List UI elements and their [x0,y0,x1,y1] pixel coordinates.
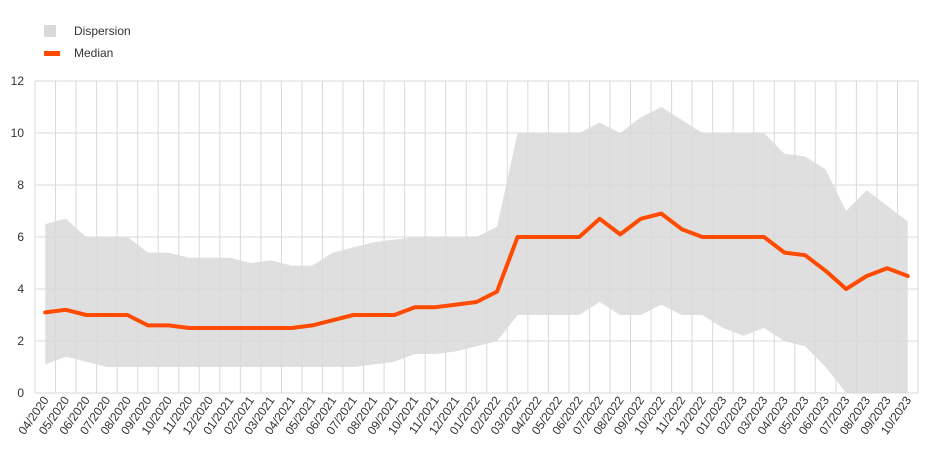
median-point [207,326,212,330]
median-point [597,217,602,221]
median-point [413,305,417,310]
median-point [885,266,889,271]
median-point [782,250,787,255]
y-tick-label: 4 [17,282,24,296]
median-point [105,313,109,317]
median-point [330,318,335,323]
median-point [43,310,48,315]
median-point [495,289,499,294]
dispersion-band [45,107,908,393]
chart-legend: Dispersion Median [44,20,131,64]
median-point [803,253,807,257]
median-point [372,313,376,317]
y-tick-label: 8 [17,178,24,192]
legend-swatch-median [44,50,60,56]
median-point [864,274,869,278]
y-tick-label: 0 [17,386,24,400]
median-point [84,313,89,317]
median-point [289,326,294,330]
median-point [228,326,232,330]
median-point [577,235,581,239]
median-point [823,269,828,273]
median-point [146,323,150,328]
median-point [905,274,910,278]
median-point [248,326,253,330]
median-point [680,227,684,231]
median-point [454,302,458,307]
median-point [269,326,273,330]
legend-item-dispersion: Dispersion [44,20,131,42]
median-point [187,326,191,330]
median-point [844,287,848,291]
median-point [700,235,705,239]
y-tick-label: 12 [11,74,25,88]
median-point [474,300,479,304]
legend-swatch-dispersion [44,25,56,37]
median-point [433,305,438,310]
median-point [166,323,171,328]
median-point [310,323,315,328]
y-tick-label: 6 [17,230,24,244]
median-point [351,313,356,317]
legend-label-median: Median [74,46,114,60]
legend-item-median: Median [44,42,131,64]
median-point [125,313,130,317]
median-point [556,235,561,239]
legend-label-dispersion: Dispersion [74,24,131,38]
median-point [721,235,725,239]
median-point [64,308,68,312]
y-tick-label: 10 [11,126,25,140]
median-point [762,235,766,239]
median-point [515,235,520,239]
median-point [392,313,397,317]
median-point [536,235,540,239]
median-point [618,232,623,237]
median-point [659,211,664,216]
median-point [741,235,746,239]
median-point [638,217,643,221]
y-tick-label: 2 [17,334,24,348]
